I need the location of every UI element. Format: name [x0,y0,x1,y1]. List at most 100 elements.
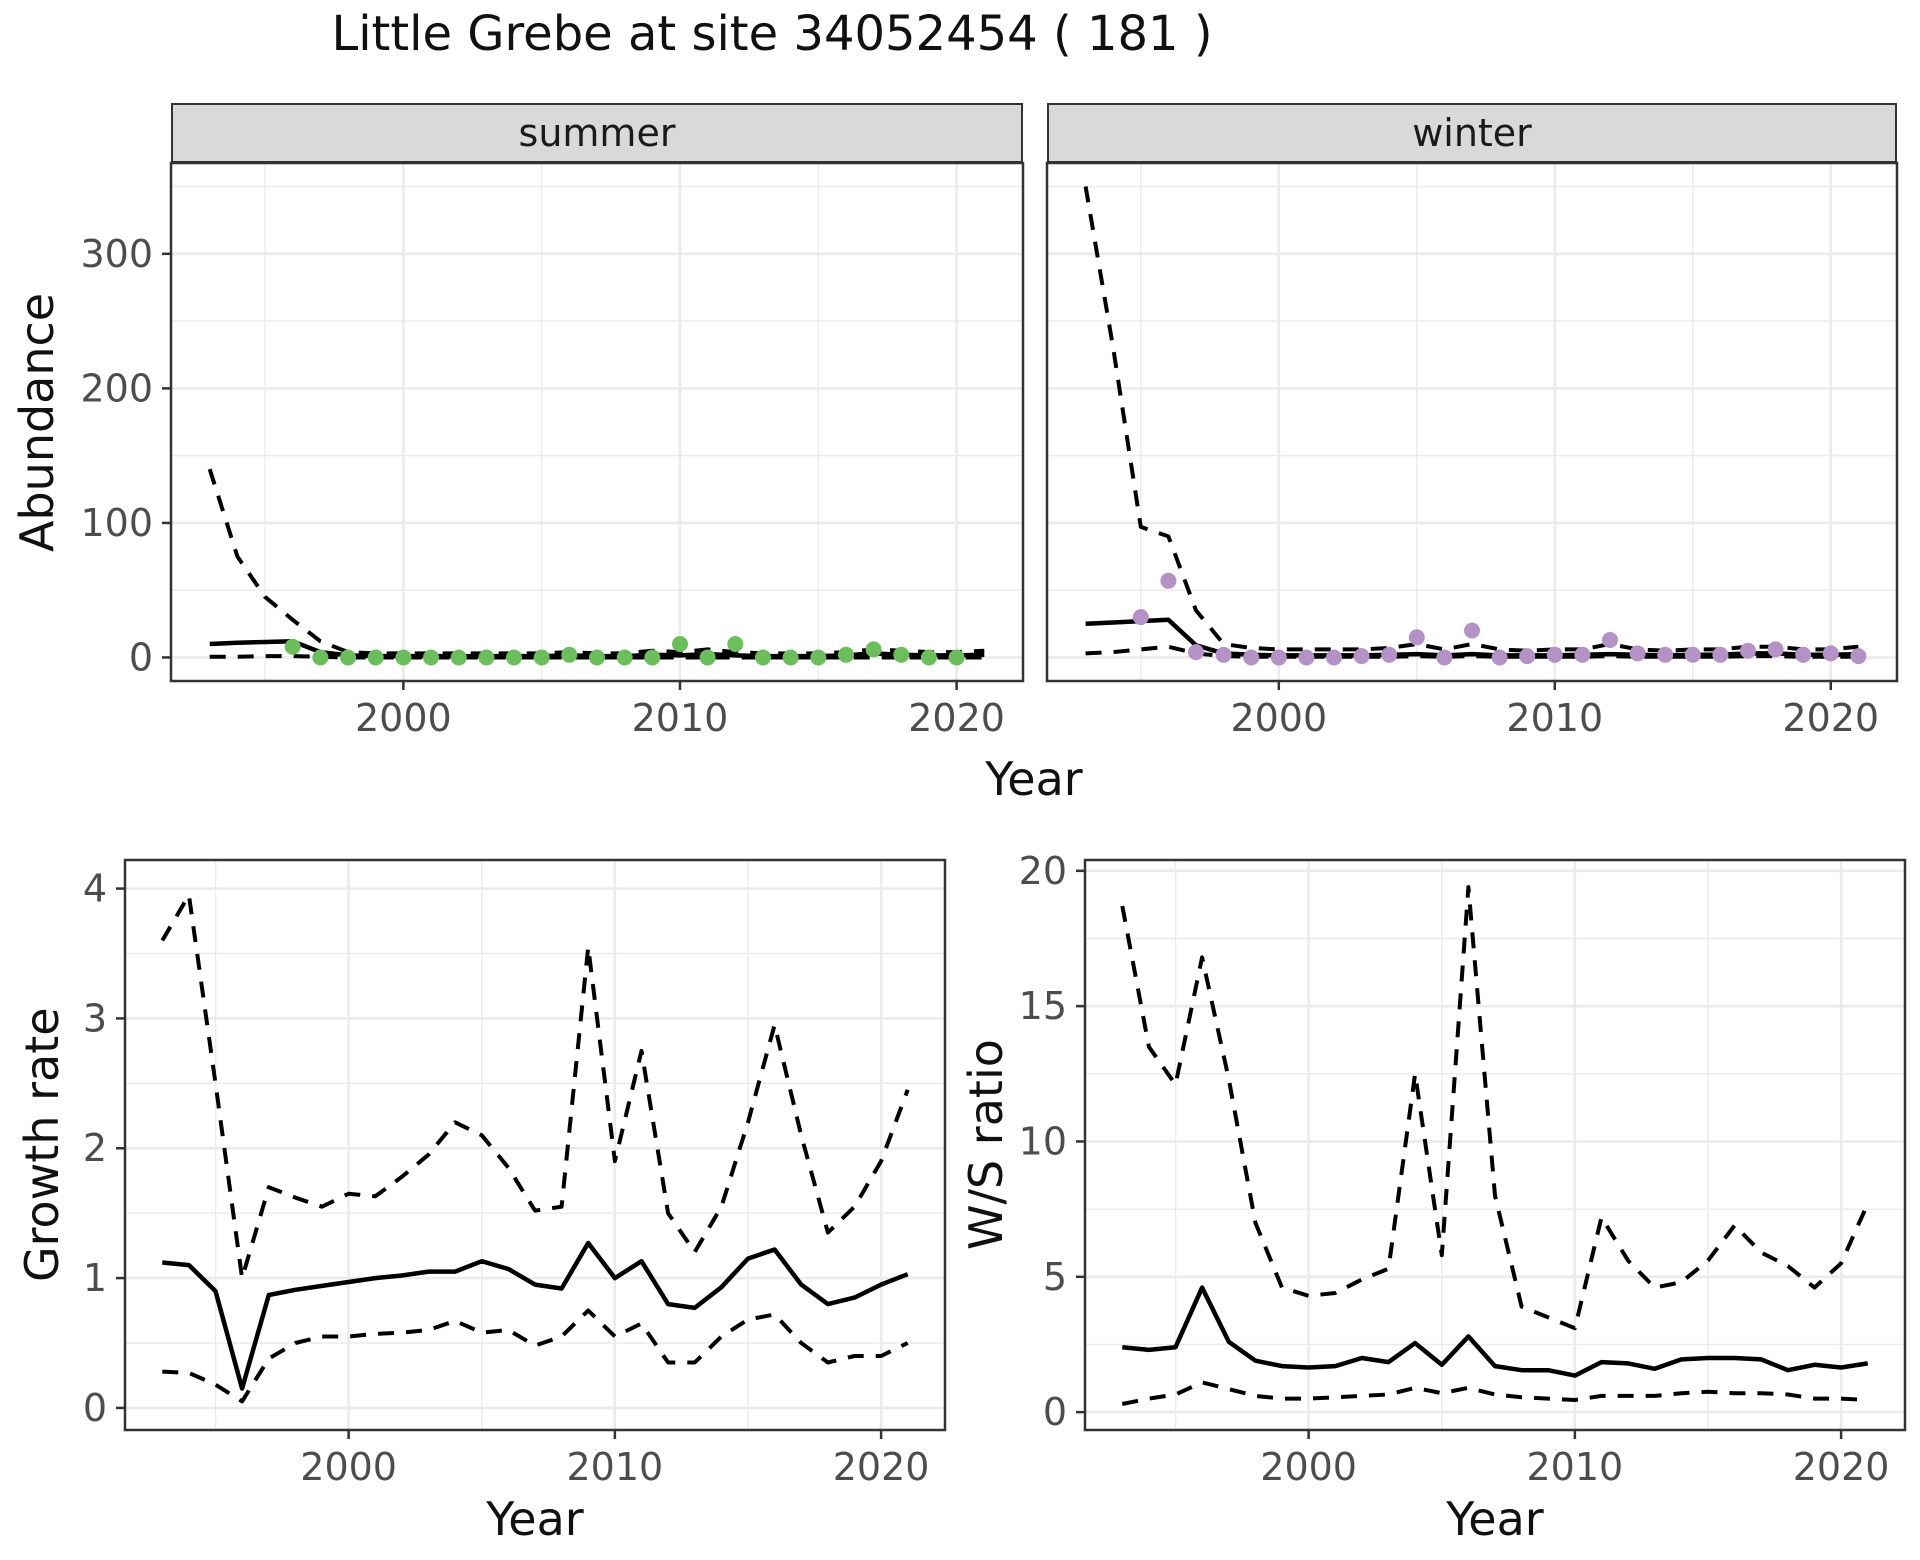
y-tick-label: 0 [1043,1390,1067,1434]
panel-border [123,858,947,1432]
y-tick-label: 300 [80,232,153,276]
abundance-axis-label: Abundance [10,292,64,552]
data-layer [160,893,910,1404]
chart-title: Little Grebe at site 34052454 ( 181 ) [331,6,1213,62]
observed-abundance-winter-point [1215,646,1232,663]
lower_95ci-line [162,1308,909,1404]
observed-abundance-winter-point [1822,645,1839,662]
upper_95ci-line [1120,885,1870,1331]
panel-border [1083,858,1907,1432]
x-tick-label: 2000 [355,696,452,740]
panel-border [169,161,1025,683]
x-tick-label: 2010 [1527,1445,1624,1489]
x-tick-label: 2000 [1230,696,1327,740]
observed-abundance-winter-point [1850,648,1867,665]
observed-abundance-summer-point [672,636,688,652]
observed-abundance-winter-point [1657,646,1674,663]
observed-abundance-summer-point [782,649,799,666]
observed-abundance-winter-point [1353,648,1370,665]
observed-abundance-winter-point [1188,644,1204,661]
observed-abundance-summer-point [589,649,605,666]
x-tick-label: 2010 [632,696,729,740]
observed-abundance-summer-point [340,649,356,666]
x-tick-label: 2000 [300,1445,397,1489]
observed-abundance-summer-point [450,649,467,666]
observed-abundance-winter-point [1270,649,1287,666]
observed-abundance-summer-point [533,649,550,666]
panel-background [1047,163,1897,681]
modelled_mean-line [1085,617,1859,658]
observed-abundance-summer-point [616,649,633,666]
observed-abundance-summer-point [506,649,522,666]
y-tick-label: 1 [83,1256,107,1300]
x-tick-label: 2010 [567,1445,664,1489]
observed-abundance-summer-point [699,649,716,666]
observed-abundance-winter-point [1519,648,1536,665]
lower_95ci-line [1121,1380,1868,1406]
observed-abundance-summer-point [865,641,882,658]
panel-growth-rate: 2000 2010 2020 0 1 2 3 4 [83,858,947,1489]
data-layer [1120,885,1870,1406]
facet-strip-summer: summer [171,103,1023,163]
observed-abundance-winter-point [1298,649,1315,666]
x-tick-label: 2020 [1782,696,1879,740]
observed-abundance-summer-point [893,646,910,663]
y-tick-label: 5 [1043,1255,1067,1299]
observed-abundance-winter-point [1160,572,1177,589]
panel-background [171,163,1023,681]
observed-abundance-summer-point [948,649,965,666]
modelled_mean-line [162,1240,909,1391]
observed-abundance-summer-point [755,649,771,666]
x-tick-label: 2010 [1506,696,1603,740]
lower_95ci-line [209,654,985,660]
observed-abundance-winter-point [1767,641,1784,658]
observed-abundance-winter-point [1132,609,1149,626]
year-axis-label-top: Year [985,752,1083,806]
observed-abundance-summer-point [478,649,495,666]
data-layer [1083,186,1867,666]
y-tick-label: 3 [83,996,107,1040]
facet-strip-summer-label: summer [518,111,676,155]
observed-abundance-summer-point [561,646,578,663]
observed-abundance-summer-point [920,649,937,666]
y-tick-label: 10 [1019,1119,1067,1163]
observed-abundance-summer-point [727,636,744,652]
observed-abundance-winter-point [1546,646,1563,663]
y-tick-label: 20 [1019,849,1067,893]
y-tick-label: 100 [80,501,153,545]
panel-background [1085,860,1905,1430]
observed-abundance-winter-point [1712,646,1729,663]
observed-abundance-winter-point [1574,646,1591,663]
panel-abundance-summer: 2000 2010 2020 0 100 200 300 [80,161,1025,740]
observed-abundance-winter-point [1381,646,1398,663]
facet-strip-winter-label: winter [1412,111,1532,155]
y-tick-label: 0 [83,1386,107,1430]
upper_95ci-line [1083,186,1859,653]
data-layer [207,468,985,666]
observed-abundance-summer-point [367,649,384,666]
x-tick-label: 2020 [833,1445,930,1489]
panel-background [125,860,945,1430]
observed-abundance-winter-point [1326,649,1342,666]
y-tick-label: 15 [1019,984,1067,1028]
observed-abundance-winter-point [1740,642,1756,659]
observed-abundance-winter-point [1602,632,1618,648]
upper_95ci-line [160,893,910,1281]
observed-abundance-winter-point [1243,649,1260,666]
ws-ratio-axis-label: W/S ratio [959,1039,1013,1251]
growth-rate-axis-label: Growth rate [15,1007,69,1283]
observed-abundance-summer-point [838,646,854,663]
y-tick-label: 0 [129,635,153,679]
year-axis-label-growth: Year [486,1492,584,1546]
x-tick-label: 2020 [1793,1445,1890,1489]
y-tick-label: 2 [83,1126,107,1170]
facet-strip-winter: winter [1047,103,1897,163]
modelled_mean-line [1122,1285,1869,1378]
observed-abundance-summer-point [644,649,661,666]
observed-abundance-winter-point [1684,646,1701,663]
observed-abundance-winter-point [1436,649,1453,666]
observed-abundance-summer-point [423,649,439,666]
observed-abundance-winter-point [1629,645,1646,662]
observed-abundance-summer-point [395,649,412,666]
observed-abundance-winter-point [1795,646,1812,663]
